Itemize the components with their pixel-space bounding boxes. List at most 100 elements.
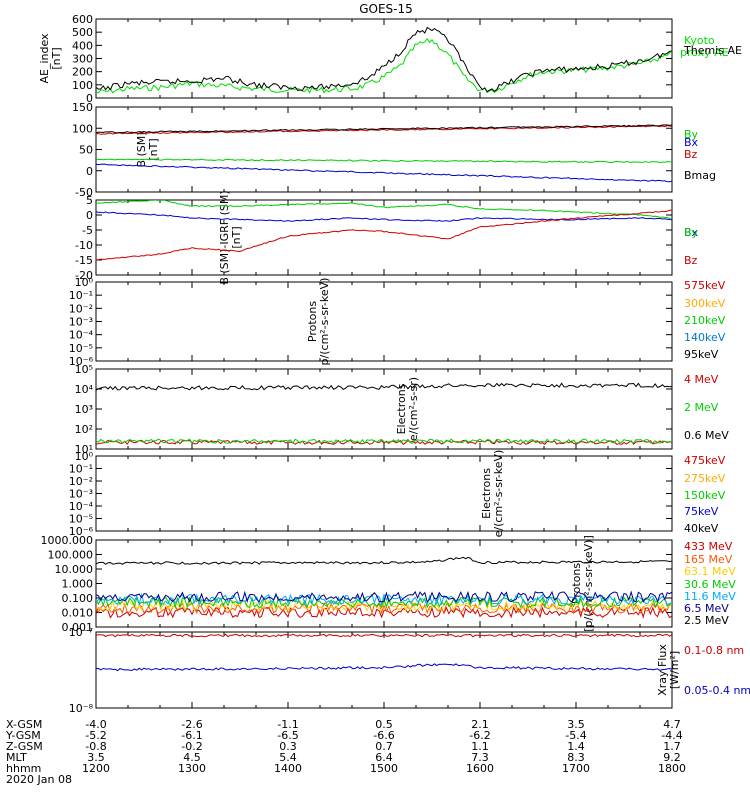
y-tick-label: 10.000 — [55, 563, 94, 576]
y-tick-label: 5 — [86, 194, 93, 207]
x-tick-label: 9.2 — [663, 751, 681, 764]
legend-entry: 575keV — [684, 279, 726, 292]
x-tick-label: 3.5 — [87, 751, 105, 764]
x-row-label: MLT — [6, 751, 27, 764]
legend-entry: 300keV — [684, 297, 726, 310]
x-tick-label: -0.2 — [181, 740, 202, 753]
x-row-label: Y-GSM — [5, 729, 41, 742]
y-tick-label: 10⁻⁵ — [69, 513, 93, 526]
x-tick-label: 0.3 — [279, 740, 297, 753]
y-tick-label: 0.100 — [62, 592, 94, 605]
y-tick-label: 200 — [72, 66, 93, 79]
series-line-2-mev — [96, 438, 672, 445]
x-tick-label: -0.8 — [85, 740, 106, 753]
legend-entry: 0.6 MeV — [684, 429, 729, 442]
x-tick-label: 0.5 — [375, 718, 393, 731]
y-axis-label: B (SM) — [135, 131, 148, 167]
y-axis-label-units: p/(cm²-s-sr-keV) — [318, 278, 331, 366]
panel-5: 10¹ 10² 10³ 10⁴ 10⁵ Electrons e/(cm²-s-sr) 4 Me… — [75, 363, 730, 456]
y-tick-label: -20 — [75, 269, 93, 282]
x-tick-label: 5.4 — [279, 751, 297, 764]
y-axis-label: B (SM)-IGRF (SM) — [218, 190, 231, 284]
x-row-label: Z-GSM — [6, 740, 43, 753]
x-tick-label: 1500 — [370, 762, 398, 775]
legend-entry: 2.5 MeV — [684, 614, 729, 627]
x-tick-label: -4.0 — [85, 718, 106, 731]
legend-entry: 150keV — [684, 489, 726, 502]
y-tick-label: -15 — [75, 254, 93, 267]
y-tick-label: 10⁻² — [69, 475, 93, 488]
x-tick-label: -5.2 — [85, 729, 106, 742]
y-tick-label: 10⁻³ — [69, 488, 93, 501]
y-tick-label: 0.010 — [62, 607, 94, 620]
y-tick-label: 10⁻¹ — [69, 289, 93, 302]
y-tick-label: 10⁻² — [69, 302, 93, 315]
y-tick-label: 600 — [72, 13, 93, 26]
legend-entry: 6.5 MeV — [684, 602, 729, 615]
y-axis-label-units: [nT] — [50, 47, 63, 69]
legend-entry: 95keV — [684, 348, 719, 361]
y-tick-label: 1000.000 — [41, 534, 94, 547]
legend-entry: 0.05-0.4 nm — [684, 684, 750, 697]
y-tick-label: 10⁻⁶ — [69, 525, 94, 538]
x-tick-label: -5.4 — [565, 729, 586, 742]
date-label: 2020 Jan 08 — [6, 773, 72, 786]
series-line-bx — [96, 211, 672, 222]
legend-entry: Bx — [684, 136, 699, 149]
x-tick-label: -1.1 — [277, 718, 298, 731]
y-axis-label-units: [W/m²] — [668, 651, 681, 689]
legend-entry: 63.1 MeV — [684, 565, 736, 578]
legend-entry: 2 MeV — [684, 401, 719, 414]
y-axis-label-units: [p/(cm²-s-sr-keV)] — [582, 535, 595, 632]
y-axis-label: Electrons — [480, 468, 493, 519]
y-tick-label: 10⁴ — [75, 383, 94, 396]
y-tick-label: -5 — [82, 224, 93, 237]
y-axis-label: Protons — [570, 563, 583, 604]
series-line-by — [96, 158, 672, 164]
legend-entry: By — [684, 128, 699, 141]
legend-entry: 0.1-0.8 nm — [684, 644, 744, 657]
y-tick-label: 10⁻⁶ — [69, 355, 94, 368]
y-axis-label: Electrons — [395, 383, 408, 434]
legend-entry: 210keV — [684, 314, 726, 327]
y-tick-label: 1.000 — [62, 578, 94, 591]
y-axis-label: Protons — [306, 301, 319, 342]
series-line-0-1-0-8-nm — [96, 633, 672, 638]
x-tick-label: 3.5 — [567, 718, 585, 731]
x-tick-label: -6.1 — [181, 729, 202, 742]
y-tick-label: 10⁰ — [75, 450, 94, 463]
y-tick-label: 100.000 — [48, 549, 94, 562]
y-tick-label: 0 — [86, 165, 93, 178]
panel-frame — [95, 18, 673, 99]
series-line-bz — [96, 209, 672, 261]
legend-entry: 475keV — [684, 454, 726, 467]
panel-frame — [95, 281, 673, 362]
x-tick-label: 1.7 — [663, 740, 681, 753]
x-tick-label: 1300 — [178, 762, 206, 775]
y-tick-label: 10⁻⁴ — [69, 329, 94, 342]
y-axis-label-units: [nT] — [147, 138, 160, 160]
series-line-themis-ae — [96, 26, 672, 93]
series-line-433-mev — [96, 605, 672, 619]
y-axis-label: AE_index — [38, 33, 51, 84]
series-line-bx — [96, 163, 672, 183]
x-tick-label: 1800 — [658, 762, 686, 775]
chart-title: GOES-15 — [359, 2, 413, 16]
x-tick-label: 1.4 — [567, 740, 585, 753]
legend-entry: 11.6 MeV — [684, 590, 736, 603]
y-tick-label: -10 — [75, 239, 93, 252]
y-tick-label: 10² — [75, 423, 93, 436]
y-axis-label-units: e/(cm²-s-sr-keV) — [492, 450, 505, 538]
y-tick-label: 500 — [72, 26, 93, 39]
y-tick-label: 10⁰ — [75, 276, 94, 289]
series-line-2-5-mev — [96, 556, 672, 565]
y-tick-label: 100 — [72, 122, 93, 135]
series-line-0-6-mev — [96, 382, 672, 391]
y-tick-label: 150 — [72, 101, 93, 114]
legend-entry: 275keV — [684, 472, 726, 485]
y-axis-label-units: e/(cm²-s-sr) — [407, 377, 420, 441]
